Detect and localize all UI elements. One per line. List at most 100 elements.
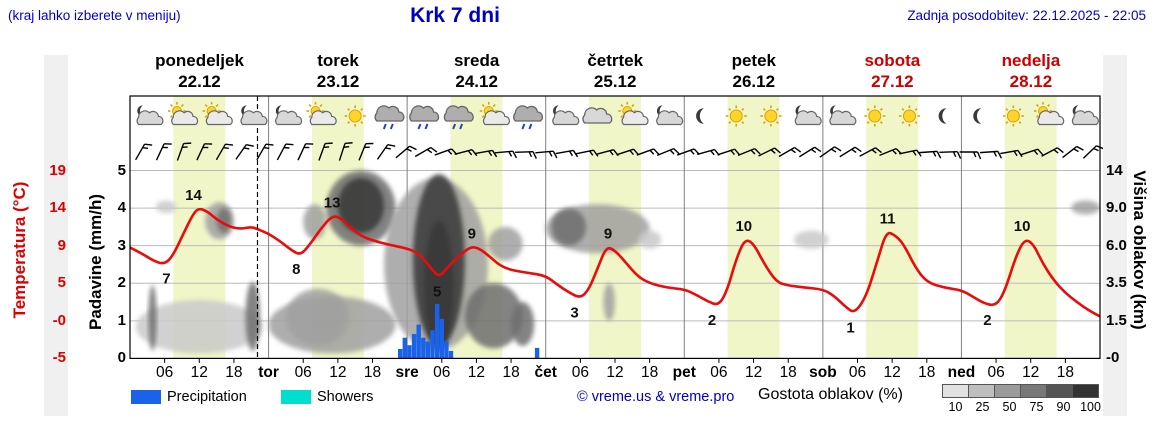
x-tick: 18 <box>225 364 242 381</box>
x-tick: 18 <box>502 364 519 381</box>
x-day-abbrev: ned <box>948 364 976 381</box>
x-tick: 18 <box>364 364 381 381</box>
temp-tick-value: 14 <box>49 199 66 217</box>
x-tick: 12 <box>329 364 346 381</box>
day-header-nedelja: nedelja 28.12 <box>961 50 1100 92</box>
right-axis-strip <box>1103 55 1127 416</box>
day-name: sreda <box>453 51 500 70</box>
x-tick: 12 <box>1022 364 1039 381</box>
temp-tick-value: 9 <box>57 236 66 254</box>
precip-tick-value: 1 <box>117 311 126 329</box>
x-tick: 06 <box>295 364 312 381</box>
x-tick: 12 <box>883 364 900 381</box>
precip-bars <box>398 303 540 359</box>
precip-tick-value: 5 <box>117 161 126 179</box>
svg-text:1: 1 <box>846 319 854 336</box>
x-tick: 06 <box>433 364 450 381</box>
x-axis-ticks <box>164 358 1066 363</box>
svg-text:2: 2 <box>708 312 716 329</box>
copyright-link[interactable]: © vreme.us & vreme.pro <box>577 389 735 405</box>
density-cell <box>1046 384 1073 398</box>
precip-tick-value: 4 <box>117 199 126 217</box>
left-axis-strip <box>44 55 68 416</box>
day-header-sobota: sobota 27.12 <box>823 50 962 92</box>
day-header-torek: torek 23.12 <box>269 50 408 92</box>
cloud-tick-value: 3.5 <box>1106 274 1127 292</box>
cloud-tick-value: 1.5 <box>1106 311 1127 329</box>
x-tick: 18 <box>918 364 935 381</box>
cloud-tick-value: 9.0 <box>1106 199 1127 217</box>
day-separators <box>268 96 962 359</box>
x-tick: 12 <box>745 364 762 381</box>
density-gradient-bar <box>942 384 1106 398</box>
svg-text:2: 2 <box>983 312 991 329</box>
cloud-tick-value: 6.0 <box>1106 236 1127 254</box>
day-date: 26.12 <box>732 72 776 91</box>
density-tick-value: 50 <box>1002 400 1017 414</box>
temp-tick-value: -5 <box>52 349 66 367</box>
cloud-tick-value: -0 <box>1106 349 1120 367</box>
precipitation-swatch <box>131 390 161 404</box>
x-axis-labels: 06 12 18 tor 06 12 18 sre 06 12 18 čet 06 12 18 pet 06 12… <box>156 364 1074 381</box>
cloud-layer <box>135 170 1100 354</box>
svg-text:9: 9 <box>604 226 612 243</box>
density-cell <box>994 384 1021 398</box>
x-tick: 12 <box>468 364 485 381</box>
density-tick-value: 90 <box>1056 400 1071 414</box>
x-tick: 06 <box>156 364 173 381</box>
svg-text:10: 10 <box>1014 218 1031 235</box>
x-tick: 06 <box>849 364 866 381</box>
temperature-line <box>130 207 1100 318</box>
wind-barbs <box>134 142 1104 161</box>
day-name: petek <box>731 51 776 70</box>
temp-tick-value: -0 <box>52 311 66 329</box>
day-date: 25.12 <box>593 72 637 91</box>
svg-text:14: 14 <box>185 187 202 204</box>
x-tick: 12 <box>191 364 208 381</box>
density-tick-value: 25 <box>975 400 990 414</box>
day-name: sobota <box>864 51 921 70</box>
day-date: 28.12 <box>1009 72 1053 91</box>
last-update: Zadnja posodobitev: 22.12.2025 - 22:05 <box>907 8 1146 23</box>
day-name: nedelja <box>1001 51 1061 70</box>
svg-text:10: 10 <box>735 218 752 235</box>
day-header-četrtek: četrtek 25.12 <box>546 50 685 92</box>
cloud-density-scale: 10 25 50 75 90 100 <box>942 384 1106 414</box>
cloud-tick-value: 14 <box>1106 161 1123 179</box>
x-day-abbrev: tor <box>258 364 279 381</box>
page-title: Krk 7 dni <box>410 4 500 27</box>
x-tick: 06 <box>987 364 1004 381</box>
density-cell <box>1020 384 1047 398</box>
x-day-abbrev: pet <box>673 364 696 381</box>
location-hint: (kraj lahko izberete v meniju) <box>8 8 181 23</box>
x-day-abbrev: čet <box>534 364 556 381</box>
precip-tick-value: 3 <box>117 236 126 254</box>
day-date: 23.12 <box>316 72 360 91</box>
density-tick-labels: 10 25 50 75 90 100 <box>942 400 1106 414</box>
precipitation-legend-label: Precipitation <box>167 389 247 405</box>
weather-icons <box>136 102 1099 130</box>
density-tick-value: 100 <box>1080 400 1101 414</box>
svg-text:13: 13 <box>324 195 341 212</box>
x-tick: 12 <box>606 364 623 381</box>
day-date: 27.12 <box>871 72 914 91</box>
precip-axis-label: Padavine (mm/h) <box>86 193 105 331</box>
showers-legend-label: Showers <box>317 389 374 405</box>
x-tick: 06 <box>710 364 727 381</box>
temp-tick-value: 5 <box>57 274 66 292</box>
day-header-petek: petek 26.12 <box>684 50 823 92</box>
svg-text:9: 9 <box>468 226 476 243</box>
day-date: 22.12 <box>178 72 221 91</box>
x-day-abbrev: sre <box>395 364 419 381</box>
precip-tick-value: 0 <box>117 349 126 367</box>
svg-text:11: 11 <box>880 210 896 227</box>
density-cell <box>942 384 969 398</box>
density-tick-value: 10 <box>948 400 963 414</box>
density-cell <box>1072 384 1099 398</box>
day-name: četrtek <box>587 51 644 70</box>
x-day-abbrev: sob <box>809 364 837 381</box>
x-tick: 18 <box>780 364 797 381</box>
temperature-axis-label: Temperatura (°C) <box>10 181 29 319</box>
